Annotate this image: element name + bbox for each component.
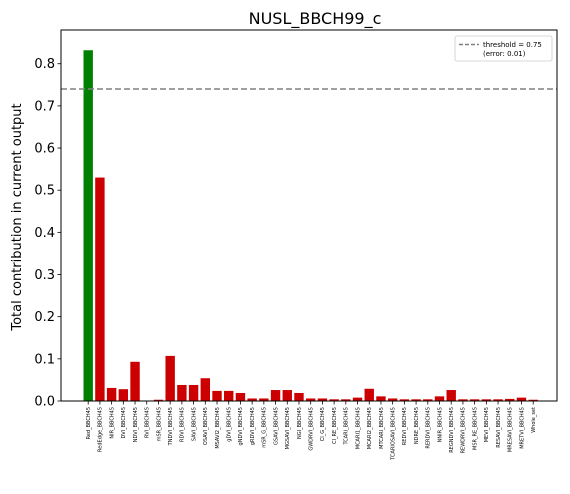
bar-NNIR_BBCH45 <box>434 396 445 401</box>
legend-threshold-label: threshold = 0.75 <box>483 41 542 49</box>
legend: threshold = 0.75 (error: 0.01) <box>454 35 553 62</box>
x-tick-label: REDVI_BBCH45 <box>402 407 408 445</box>
bar-MRETVI_BBCH45 <box>516 397 527 401</box>
bar-MSAVI2_BBCH45 <box>212 390 222 401</box>
bar-RedEdge_BBCH45 <box>95 177 105 401</box>
bar-OSAVI_BBCH45 <box>200 378 210 401</box>
y-tick-label: 0.8 <box>34 57 55 72</box>
y-tick-label: 0.4 <box>34 226 55 241</box>
x-tick-label: TNDVI_BBCH45 <box>168 407 174 446</box>
x-tick-label: gNDVI_BBCH45 <box>238 407 244 445</box>
x-tick-label: MCARI1_BBCH45 <box>355 407 361 449</box>
bar-CI_G_BBCH45 <box>317 398 328 401</box>
x-tick-label: RERDVI_BBCH45 <box>426 407 432 449</box>
x-tick-label: MRESAVI_BBCH45 <box>508 407 514 452</box>
x-tick-label: MRETVI_BBCH45 <box>519 407 525 449</box>
y-tick-label: 0.1 <box>34 352 55 367</box>
x-tick-label: GWDRVI_BBCH45 <box>308 407 314 451</box>
x-tick-label: REWDRVI_BBCH45 <box>461 407 467 453</box>
bar-REGNDVI_BBCH45 <box>446 390 456 401</box>
y-tick-label: 0.5 <box>34 184 55 199</box>
x-tick-label: gRDVI_BBCH45 <box>250 407 256 445</box>
legend-box <box>454 35 553 62</box>
x-tick-label: NIR_BBCH45 <box>109 407 115 439</box>
bar-mSR_BBCH45 <box>153 399 164 401</box>
y-tick-label: 0.3 <box>34 268 55 283</box>
x-tick-label: REGNDVI_BBCH45 <box>449 407 455 453</box>
bar-mSR_G_BBCH45 <box>259 398 269 401</box>
x-tick-label: MTCARI_BBCH45 <box>379 407 385 449</box>
x-tick-label: CI_G_BBCH45 <box>320 407 326 441</box>
x-axis: Red_BBCH45 RedEdge_BBCH45 NIR_BBCH45 DVI_BB… <box>86 401 537 461</box>
y-tick-label: 0.0 <box>34 395 55 410</box>
x-tick-label: NGI_BBCH45 <box>297 407 303 439</box>
x-tick-label: MSAVI2_BBCH45 <box>215 407 221 449</box>
x-tick-label: RVI_BBCH45 <box>145 407 151 438</box>
bar-NDRE_BBCH45 <box>411 399 421 401</box>
x-tick-label: RESAVI_BBCH45 <box>496 407 502 448</box>
bar-SAVI_BBCH45 <box>188 384 199 401</box>
bar-RDVI_BBCH45 <box>177 384 187 401</box>
x-tick-label: mSR_BBCH45 <box>156 407 162 441</box>
bar-MRESAVI_BBCH45 <box>505 398 515 401</box>
x-tick-label: TCARIOSAVI_BBCH45 <box>390 407 396 461</box>
x-tick-label: SAVI_BBCH45 <box>191 407 197 441</box>
bar-Whole_set <box>528 399 538 401</box>
bar-gNDVI_BBCH45 <box>235 392 246 401</box>
x-tick-label: CI_RE_BBCH45 <box>332 407 338 444</box>
x-tick-label: Whole_set <box>531 407 537 433</box>
x-tick-label: DVI_BBCH45 <box>121 407 127 439</box>
x-tick-label: NDRE_BBCH45 <box>414 407 420 444</box>
x-tick-label: MEVI_BBCH45 <box>484 407 490 442</box>
x-tick-label: GSAVI_BBCH45 <box>273 407 279 445</box>
bar-REDVI_BBCH45 <box>399 399 410 401</box>
bar-TCARIOSAVI_BBCH45 <box>387 398 398 401</box>
y-tick-label: 0.2 <box>34 310 55 325</box>
bar-CI_RE_BBCH45 <box>329 399 339 401</box>
bar-TCARI_BBCH45 <box>341 399 351 401</box>
x-tick-label: mSR_G_BBCH45 <box>262 407 268 448</box>
x-tick-label: MSR_RE_BBCH45 <box>472 407 478 450</box>
bar-GWDRVI_BBCH45 <box>305 398 316 401</box>
bar-MTCARI_BBCH45 <box>376 396 386 401</box>
y-tick-label: 0.7 <box>34 99 55 114</box>
bar-NDVI_BBCH45 <box>130 361 140 401</box>
bar-MCARI2_BBCH45 <box>364 388 374 401</box>
y-axis: 0.0 0.1 0.2 0.3 0.4 0.5 0.6 0.7 0.8 <box>34 57 61 410</box>
bar-RESAVI_BBCH45 <box>493 399 503 401</box>
bar-REWDRVI_BBCH45 <box>458 399 468 401</box>
bar-MSR_RE_BBCH45 <box>469 399 480 401</box>
plot-frame <box>60 29 558 402</box>
bar-GSAVI_BBCH45 <box>270 390 281 401</box>
bars-group <box>83 50 538 402</box>
y-axis-label: Total contribution in current output <box>10 103 25 331</box>
bar-NIR_BBCH45 <box>106 387 117 401</box>
x-tick-label: MGSAVI_BBCH45 <box>285 407 291 449</box>
bar-gDVI_BBCH45 <box>224 390 234 401</box>
bar-MEVI_BBCH45 <box>481 399 492 401</box>
bar-MCARI1_BBCH45 <box>352 397 363 401</box>
bar-TNDVI_BBCH45 <box>165 355 175 401</box>
bar-gRDVI_BBCH45 <box>247 398 257 401</box>
x-tick-label: Red_BBCH45 <box>86 407 92 439</box>
x-tick-label: NNIR_BBCH45 <box>437 407 443 442</box>
x-tick-label: RDVI_BBCH45 <box>180 407 186 442</box>
bar-NGI_BBCH45 <box>294 392 304 401</box>
x-tick-label: RedEdge_BBCH45 <box>98 407 104 452</box>
x-tick-label: NDVI_BBCH45 <box>133 407 139 442</box>
x-tick-label: TCARI_BBCH45 <box>344 407 350 446</box>
x-tick-label: OSAVI_BBCH45 <box>203 407 209 445</box>
x-tick-label: gDVI_BBCH45 <box>227 407 233 442</box>
x-tick-label: MCARI2_BBCH45 <box>367 407 373 449</box>
bar-Red_BBCH45 <box>83 50 93 402</box>
y-tick-label: 0.6 <box>34 142 55 157</box>
bar-MGSAVI_BBCH45 <box>282 390 292 401</box>
bar-DVI_BBCH45 <box>118 389 129 401</box>
legend-threshold-error: (error: 0.01) <box>483 50 526 58</box>
chart-title: NUSL_BBCH99_c <box>249 9 382 29</box>
bar-RERDVI_BBCH45 <box>423 399 433 401</box>
